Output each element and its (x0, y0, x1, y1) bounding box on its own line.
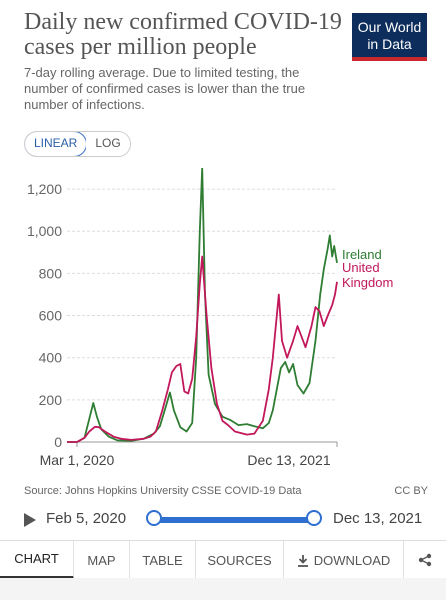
bottom-bar (0, 578, 446, 600)
tab-sources[interactable]: SOURCES (196, 541, 284, 579)
chart-title: Daily new confirmed COVID-19 cases per m… (24, 9, 342, 60)
series-line-united-kingdom (67, 255, 338, 443)
gridlines (67, 188, 337, 443)
tab-download[interactable]: DOWNLOAD (284, 541, 404, 579)
x-axis: Mar 1, 2020 Dec 13, 2021 (40, 442, 338, 468)
license-link[interactable]: CC BY (394, 485, 428, 497)
tab-bar: CHART MAP TABLE SOURCES DOWNLOAD (0, 540, 446, 579)
y-tick-label: 200 (39, 392, 63, 408)
tab-chart-label: CHART (14, 551, 59, 566)
series-lines (67, 168, 338, 443)
y-tick-label: 600 (39, 308, 63, 324)
owid-logo[interactable]: Our World in Data (352, 13, 427, 61)
tab-sources-label: SOURCES (207, 552, 272, 568)
series-label: Ireland (342, 247, 382, 262)
tab-chart[interactable]: CHART (0, 541, 74, 579)
timeline-start-date: Feb 5, 2020 (46, 510, 127, 527)
y-tick-label: 1,200 (27, 181, 62, 197)
timeline-track[interactable] (154, 517, 314, 523)
series-line-ireland (67, 168, 338, 443)
tab-map-label: MAP (87, 552, 116, 568)
timeline-end-date: Dec 13, 2021 (333, 510, 423, 527)
y-tick-label: 0 (54, 434, 62, 450)
chart-subtitle: 7-day rolling average. Due to limited te… (24, 65, 306, 112)
y-tick-label: 400 (39, 350, 63, 366)
share-button[interactable] (404, 541, 446, 579)
timeline-end-handle[interactable] (306, 510, 322, 526)
y-tick-label: 800 (39, 265, 63, 281)
linear-scale-button[interactable]: LINEAR (24, 132, 88, 156)
play-icon[interactable] (24, 513, 36, 527)
y-tick-label: 1,000 (27, 223, 62, 239)
x-tick-label: Dec 13, 2021 (247, 452, 330, 468)
logo-line-1: Our World (357, 19, 422, 35)
tab-table[interactable]: TABLE (130, 541, 196, 579)
logo-line-2: in Data (367, 36, 412, 52)
y-axis-ticks: 0 200 400 600 800 1,000 1,200 (27, 181, 62, 450)
tab-table-label: TABLE (142, 552, 183, 568)
source-note[interactable]: Source: Johns Hopkins University CSSE CO… (24, 485, 302, 497)
scale-toggle: LINEAR LOG (24, 131, 131, 157)
tab-map[interactable]: MAP (74, 541, 130, 579)
share-icon (418, 553, 432, 567)
tab-download-label: DOWNLOAD (313, 552, 391, 568)
download-icon (297, 554, 308, 567)
log-scale-button[interactable]: LOG (86, 132, 130, 156)
timeline-start-handle[interactable] (146, 510, 162, 526)
x-tick-label: Mar 1, 2020 (40, 452, 115, 468)
timeline: Feb 5, 2020 Dec 13, 2021 (0, 506, 446, 534)
line-chart: 0 200 400 600 800 1,000 1,200 Mar 1, 2020 Dec 1… (27, 168, 393, 468)
series-label: United Kingdom (342, 260, 393, 290)
